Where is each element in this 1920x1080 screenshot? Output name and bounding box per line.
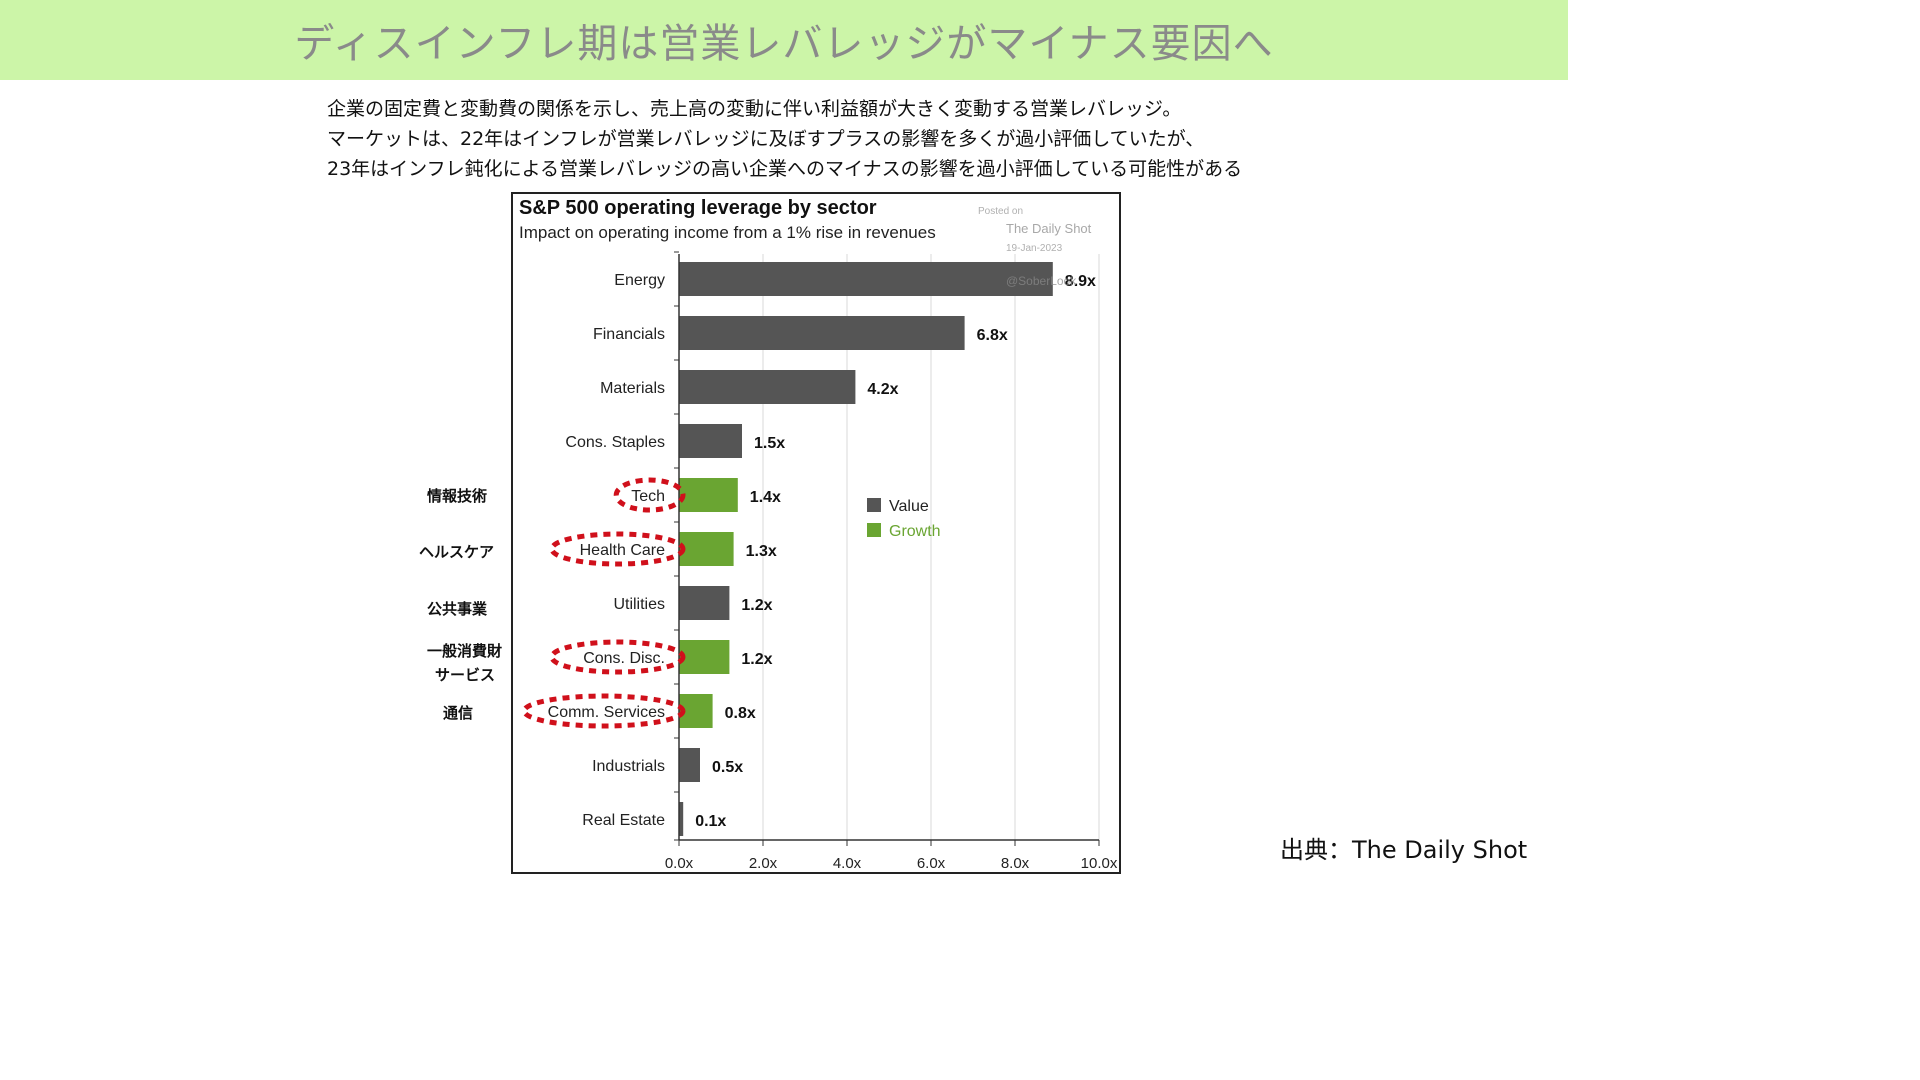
chart-frame: S&P 500 operating leverage by sector Impa…	[511, 192, 1121, 874]
bar	[679, 262, 1053, 296]
legend-swatch-value	[867, 498, 881, 512]
x-tick-label: 0.0x	[665, 855, 694, 872]
bar	[679, 316, 965, 350]
category-label: Real Estate	[582, 812, 665, 829]
category-label: Health Care	[580, 542, 665, 559]
bar	[679, 802, 684, 836]
description-line: 企業の固定費と変動費の関係を示し、売上高の変動に伴い利益額が大きく変動する営業レ…	[327, 98, 1182, 120]
description: 企業の固定費と変動費の関係を示し、売上高の変動に伴い利益額が大きく変動する営業レ…	[327, 94, 1327, 184]
category-label: Cons. Disc.	[583, 650, 665, 667]
category-label: Energy	[614, 272, 665, 289]
jp-label-tech: 情報技術	[427, 487, 488, 505]
bar	[679, 424, 742, 458]
data-label: 0.5x	[712, 759, 743, 776]
data-label: 1.2x	[741, 597, 772, 614]
slide-title: ディスインフレ期は営業レバレッジがマイナス要因へ	[294, 21, 1274, 67]
bar	[679, 532, 734, 566]
legend-label-growth: Growth	[889, 523, 941, 540]
jp-label-cons-disc-1: 一般消費財	[427, 642, 503, 660]
title-banner: ディスインフレ期は営業レバレッジがマイナス要因へ	[0, 0, 1568, 80]
category-label: Comm. Services	[548, 704, 665, 721]
x-tick-label: 2.0x	[749, 855, 778, 872]
highlight-ellipse	[549, 531, 686, 567]
category-label: Materials	[600, 380, 665, 397]
bar	[679, 640, 730, 674]
data-label: 1.4x	[750, 489, 781, 506]
category-label: Tech	[631, 488, 665, 505]
chart-title: S&P 500 operating leverage by sector	[519, 197, 877, 219]
highlight-ellipse	[613, 477, 686, 513]
data-label: 1.2x	[741, 651, 772, 668]
chart-subtitle: Impact on operating income from a 1% ris…	[519, 223, 936, 242]
data-label: 4.2x	[867, 381, 898, 398]
data-label: 1.3x	[746, 543, 777, 560]
x-tick-label: 4.0x	[833, 855, 862, 872]
jp-label-utilities: 公共事業	[427, 600, 488, 618]
data-label: 8.9x	[1065, 273, 1096, 290]
watermark-handle: @SoberLook	[1006, 274, 1077, 288]
x-tick-label: 8.0x	[1001, 855, 1030, 872]
jp-label-health: ヘルスケア	[419, 543, 495, 561]
jp-label-comm: 通信	[443, 704, 474, 722]
legend-label-value: Value	[889, 498, 929, 515]
watermark-posted: Posted on	[978, 206, 1023, 217]
bar	[679, 478, 738, 512]
watermark-publisher: The Daily Shot	[1006, 221, 1092, 236]
description-line: 23年はインフレ鈍化による営業レバレッジの高い企業へのマイナスの影響を過小評価し…	[327, 158, 1243, 180]
data-label: 6.8x	[977, 327, 1008, 344]
bar	[679, 586, 730, 620]
legend-swatch-growth	[867, 523, 881, 537]
source-credit: 出典：The Daily Shot	[1280, 836, 1528, 864]
highlight-ellipse	[521, 693, 686, 729]
bar	[679, 748, 700, 782]
bar-chart: S&P 500 operating leverage by sector Impa…	[519, 197, 1118, 872]
category-label: Financials	[593, 326, 665, 343]
data-label: 1.5x	[754, 435, 785, 452]
category-label: Industrials	[592, 758, 665, 775]
watermark-date: 19-Jan-2023	[1006, 243, 1063, 254]
bar	[679, 370, 856, 404]
description-line: マーケットは、22年はインフレが営業レバレッジに及ぼすプラスの影響を多くが過小評…	[327, 128, 1205, 150]
data-label: 0.8x	[725, 705, 756, 722]
category-label: Cons. Staples	[565, 434, 665, 451]
highlight-ellipse	[549, 639, 686, 675]
data-label: 0.1x	[695, 813, 726, 830]
x-tick-label: 10.0x	[1081, 855, 1118, 872]
x-tick-label: 6.0x	[917, 855, 946, 872]
jp-label-cons-disc-2: サービス	[435, 666, 496, 684]
category-label: Utilities	[613, 596, 665, 613]
